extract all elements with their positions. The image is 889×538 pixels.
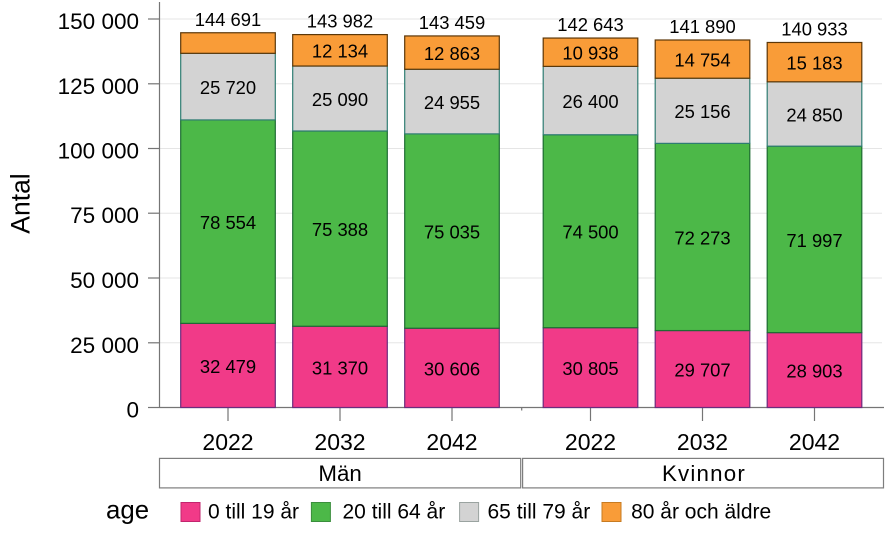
svg-text:29 707: 29 707	[674, 359, 730, 380]
svg-text:142 643: 142 643	[557, 14, 623, 35]
svg-text:141 890: 141 890	[669, 16, 735, 37]
svg-text:78 554: 78 554	[200, 212, 256, 233]
svg-text:2022: 2022	[202, 429, 253, 455]
svg-text:2042: 2042	[789, 429, 840, 455]
svg-text:28 903: 28 903	[786, 361, 842, 382]
svg-text:32 479: 32 479	[200, 356, 256, 377]
svg-text:100 000: 100 000	[58, 139, 139, 164]
svg-text:20 till 64 år: 20 till 64 år	[343, 501, 446, 524]
svg-text:25 720: 25 720	[200, 77, 256, 98]
svg-text:30 606: 30 606	[424, 358, 480, 379]
svg-text:125 000: 125 000	[58, 74, 139, 99]
svg-text:12 134: 12 134	[312, 41, 368, 62]
svg-text:Män: Män	[318, 461, 361, 486]
svg-text:0 till 19 år: 0 till 19 år	[208, 501, 299, 524]
svg-text:10 938: 10 938	[562, 43, 618, 64]
svg-text:143 459: 143 459	[419, 12, 485, 33]
svg-text:2032: 2032	[314, 429, 365, 455]
svg-text:75 035: 75 035	[424, 222, 480, 243]
svg-text:Kvinnor: Kvinnor	[662, 461, 746, 486]
svg-text:140 933: 140 933	[781, 19, 847, 40]
svg-text:72 273: 72 273	[674, 227, 730, 248]
svg-text:31 370: 31 370	[312, 357, 368, 378]
svg-text:80 år och äldre: 80 år och äldre	[631, 501, 771, 524]
svg-text:144 691: 144 691	[195, 9, 261, 30]
svg-text:74 500: 74 500	[562, 222, 618, 243]
svg-text:2022: 2022	[565, 429, 616, 455]
svg-text:30 805: 30 805	[562, 358, 618, 379]
svg-text:150 000: 150 000	[58, 9, 139, 34]
svg-text:75 388: 75 388	[312, 219, 368, 240]
svg-text:143 982: 143 982	[307, 11, 373, 32]
svg-text:71 997: 71 997	[786, 230, 842, 251]
svg-text:0: 0	[126, 398, 139, 423]
svg-text:2042: 2042	[426, 429, 477, 455]
svg-text:25 090: 25 090	[312, 89, 368, 110]
svg-text:65 till 79 år: 65 till 79 år	[488, 501, 591, 524]
svg-text:24 955: 24 955	[424, 92, 480, 113]
svg-text:75 000: 75 000	[70, 203, 139, 228]
svg-text:24 850: 24 850	[786, 104, 842, 125]
svg-text:14 754: 14 754	[674, 50, 730, 71]
svg-text:26 400: 26 400	[562, 91, 618, 112]
svg-text:Antal: Antal	[6, 173, 36, 233]
svg-text:25 000: 25 000	[70, 333, 139, 358]
svg-text:15 183: 15 183	[786, 53, 842, 74]
svg-text:50 000: 50 000	[70, 268, 139, 293]
svg-text:2032: 2032	[677, 429, 728, 455]
svg-text:age: age	[106, 497, 149, 525]
svg-text:12 863: 12 863	[424, 43, 480, 64]
svg-text:25 156: 25 156	[674, 101, 730, 122]
